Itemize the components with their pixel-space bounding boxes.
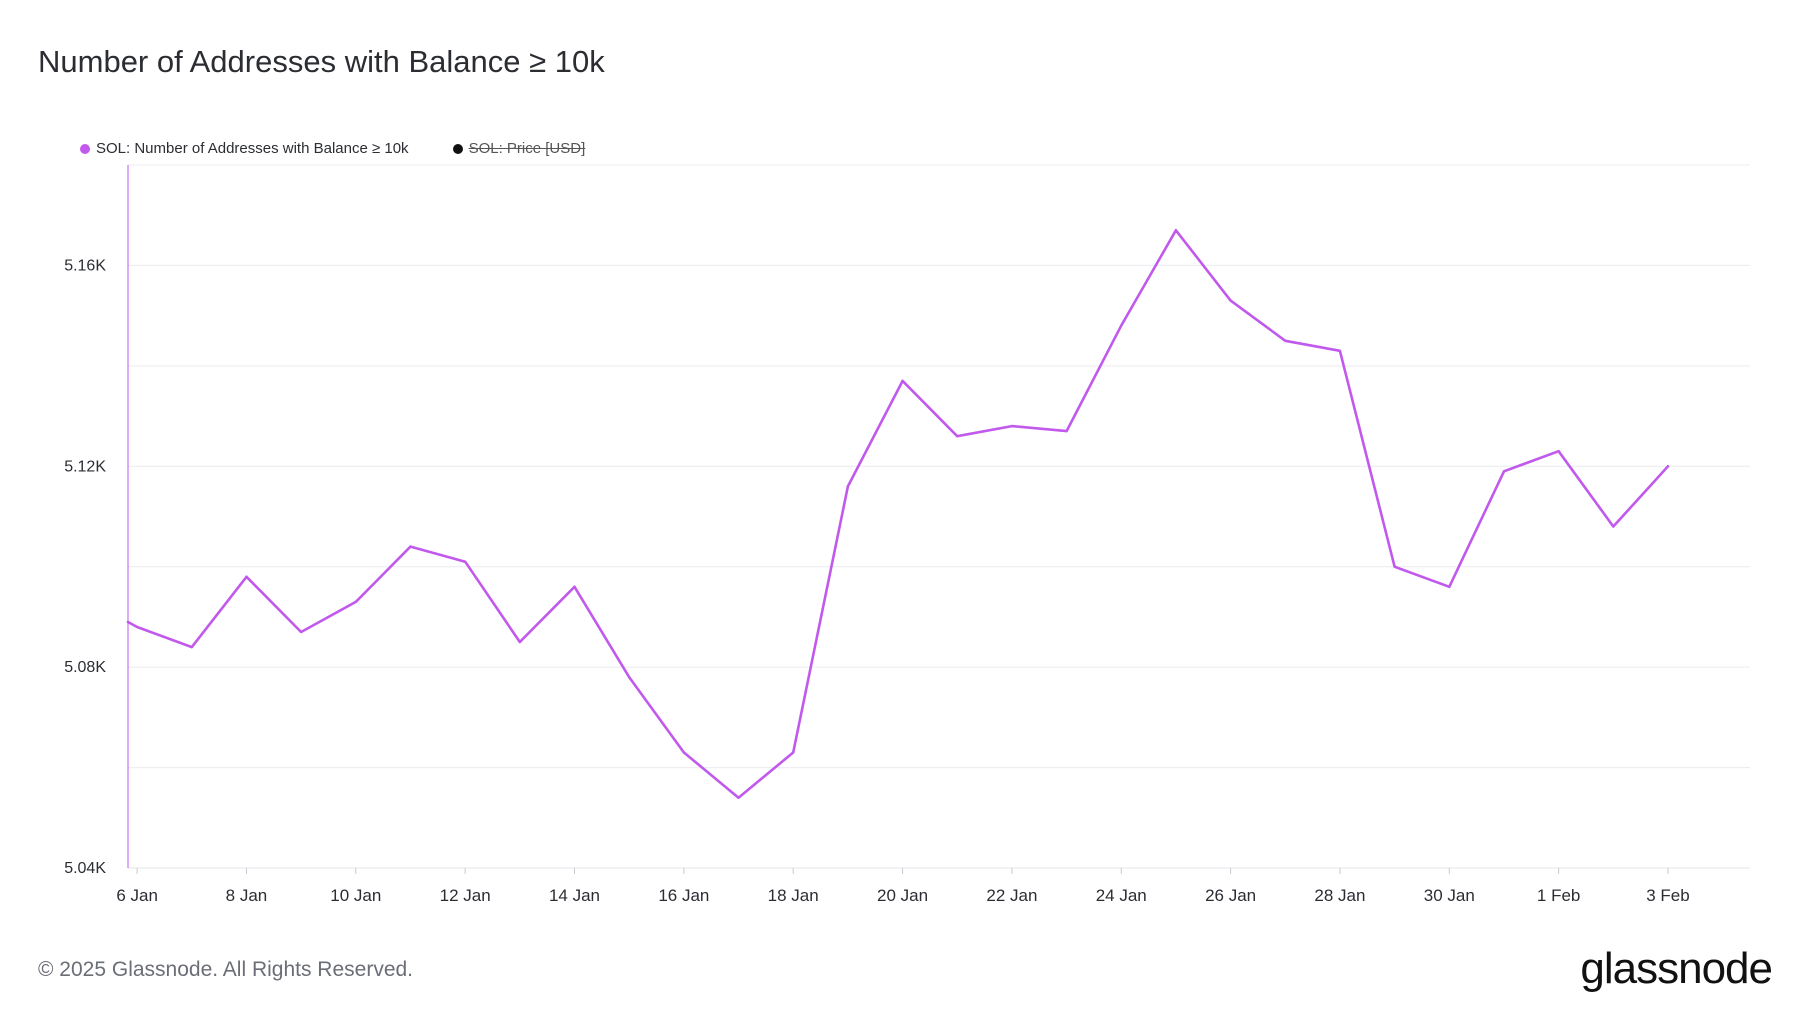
data-point xyxy=(1010,424,1014,428)
x-tick-label: 28 Jan xyxy=(1314,886,1365,905)
data-point xyxy=(1284,339,1287,342)
legend-dot-price xyxy=(452,143,463,154)
x-tick-label: 6 Jan xyxy=(116,886,158,905)
chart-title: Number of Addresses with Balance ≥ 10k xyxy=(38,44,605,79)
data-point xyxy=(354,600,358,604)
data-point xyxy=(737,796,740,799)
data-point xyxy=(682,751,686,754)
data-point xyxy=(627,675,631,679)
x-tick-label: 10 Jan xyxy=(330,886,381,905)
legend-label-addresses: SOL: Number of Addresses with Balance ≥ … xyxy=(96,140,409,157)
data-point xyxy=(126,620,130,624)
y-tick-label: 5.08K xyxy=(64,659,106,676)
data-point xyxy=(792,751,795,754)
data-point xyxy=(1612,525,1615,528)
x-tick-label: 12 Jan xyxy=(440,886,491,905)
data-point xyxy=(409,545,412,548)
x-tick-label: 30 Jan xyxy=(1424,886,1475,905)
legend-item-price[interactable]: SOL: Price [USD] xyxy=(452,140,586,157)
x-tick-label: 22 Jan xyxy=(986,886,1037,905)
data-point xyxy=(573,585,576,588)
x-tick-label: 20 Jan xyxy=(877,886,928,905)
x-tick-label: 24 Jan xyxy=(1096,886,1147,905)
data-point xyxy=(1502,470,1506,473)
x-tick-label: 14 Jan xyxy=(549,886,600,905)
data-point xyxy=(1338,349,1342,352)
legend-item-addresses[interactable]: SOL: Number of Addresses with Balance ≥ … xyxy=(80,140,409,157)
x-tick-label: 26 Jan xyxy=(1205,886,1256,905)
data-point xyxy=(846,485,850,488)
data-point xyxy=(1666,465,1670,468)
copyright-footer: © 2025 Glassnode. All Rights Reserved. xyxy=(38,958,414,981)
data-point xyxy=(190,645,193,649)
chart-legend: SOL: Number of Addresses with Balance ≥ … xyxy=(80,140,585,157)
x-tick-label: 3 Feb xyxy=(1646,886,1689,905)
data-point xyxy=(901,379,904,383)
data-point xyxy=(1448,585,1451,588)
data-point xyxy=(1065,429,1068,433)
legend-dot-addresses xyxy=(80,143,90,154)
data-point xyxy=(1229,299,1232,302)
x-tick-label: 8 Jan xyxy=(226,886,268,905)
x-tick-label: 16 Jan xyxy=(658,886,709,905)
data-point xyxy=(1557,450,1560,453)
legend-label-price: SOL: Price [USD] xyxy=(468,140,586,157)
data-point xyxy=(299,630,303,634)
y-tick-label: 5.04K xyxy=(64,860,106,877)
data-point xyxy=(463,560,467,563)
data-point xyxy=(1393,565,1396,568)
x-tick-label: 18 Jan xyxy=(768,886,819,905)
y-tick-label: 5.12K xyxy=(64,458,106,475)
data-point xyxy=(1174,229,1178,232)
data-point xyxy=(956,434,959,438)
line-chart: 5.04K 5.08K 5.12K 5.16K 6 Jan 8 Jan 10 Jan 12 J… xyxy=(64,164,1750,905)
data-point xyxy=(135,625,139,629)
y-tick-label: 5.16K xyxy=(64,257,106,274)
data-point xyxy=(1120,324,1123,327)
glassnode-logo: glassnode xyxy=(1580,944,1773,993)
x-tick-label: 1 Feb xyxy=(1537,886,1580,905)
data-point xyxy=(245,575,248,578)
data-point xyxy=(518,640,522,644)
series-line-addresses xyxy=(126,229,1670,800)
